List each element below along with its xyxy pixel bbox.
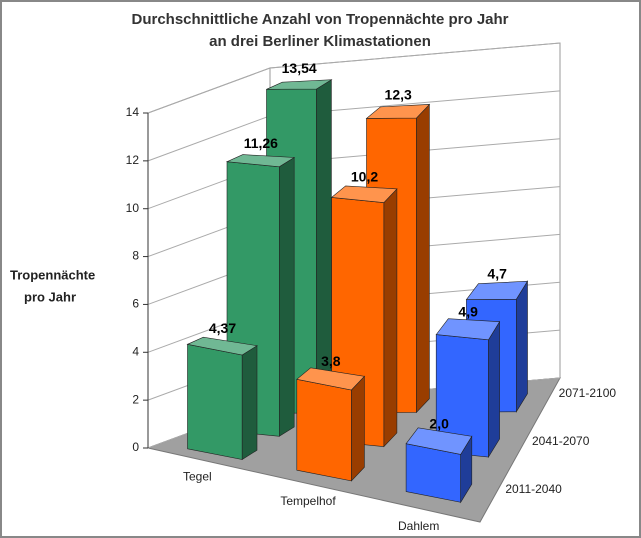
depth-tick-label: 2011-2040 [505,482,562,496]
chart-title: Durchschnittliche Anzahl von Tropennächt… [132,11,509,28]
value-label: 4,37 [209,320,236,336]
y-tick-label: 10 [126,201,140,215]
x-tick-label: Tempelhof [280,494,336,508]
bar-top [465,280,529,300]
bar-side [416,103,430,414]
y-tick-label: 6 [132,297,139,311]
y-tick-label: 8 [132,249,139,263]
bar-top [405,427,473,455]
y-tick-label: 2 [132,392,139,406]
y-axis-label: pro Jahr [24,289,76,304]
bar-top [365,104,431,119]
bar-front [296,378,352,482]
value-label: 4,9 [458,303,478,319]
depth-tick-label: 2071-2100 [559,386,617,400]
y-tick-label: 14 [126,105,140,119]
grid-line [147,115,271,162]
y-tick-label: 4 [132,344,139,358]
depth-tick-label: 2041-2070 [532,434,590,448]
value-label: 10,2 [351,168,378,184]
x-tick-label: Tegel [183,470,212,484]
y-tick-label: 0 [132,440,139,454]
x-tick-label: Dahlem [398,519,439,533]
value-label: 2,0 [429,415,449,431]
bar-front [187,343,243,460]
bar-top [186,336,258,356]
chart-title: an drei Berliner Klimastationen [209,33,431,50]
bar-side [515,280,528,413]
value-label: 3,8 [321,353,341,369]
bar-side [351,375,365,482]
y-axis-label: Tropennächte [10,267,95,282]
bar-top [435,318,501,341]
value-label: 13,54 [282,60,317,76]
bar-top [330,185,398,203]
bar-side [383,188,398,448]
grid-line [147,67,271,114]
y-tick-label: 12 [126,153,140,167]
grid-line [269,42,561,69]
bar-side [278,156,295,437]
value-label: 11,26 [244,135,278,151]
bar-top [266,79,333,90]
bar-top [225,154,296,168]
value-label: 12,3 [385,87,412,103]
bar-side [241,345,258,461]
bar-top [296,367,366,391]
value-label: 4,7 [487,266,507,282]
bar-side [488,320,500,459]
